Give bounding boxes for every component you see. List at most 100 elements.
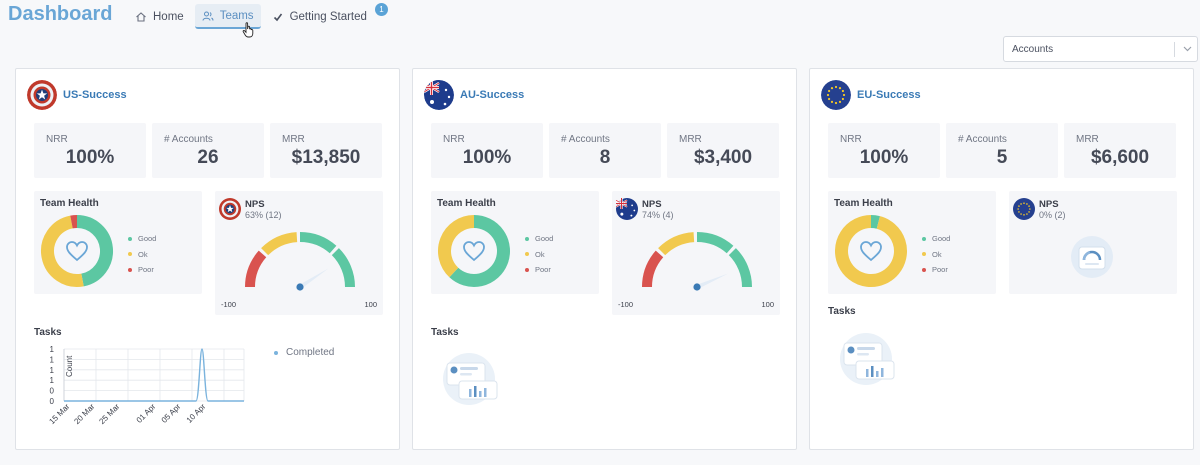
chevron-down-icon[interactable] [1182,43,1193,54]
legend-poor: Poor [128,262,156,278]
metric-label: MRR [679,134,702,145]
legend-poor: Poor [525,262,553,278]
team-health-panel: Team Health Good Ok Poor [431,191,599,294]
donut-slice-good[interactable] [870,215,880,229]
team-name[interactable]: US-Success [63,89,127,101]
metric-mrr: MRR $13,850 [270,123,382,178]
team-health-title: Team Health [437,198,496,209]
accounts-select[interactable]: Accounts [1003,36,1198,62]
metric-value: 100% [462,147,512,168]
metric-value: $3,400 [693,147,753,168]
team-health-title: Team Health [834,198,893,209]
y-tick-label: 1 [50,366,55,375]
gauge-needle [696,273,729,290]
nps-panel: NPS 63% (12) -100 100 [215,191,383,315]
metric-value: 8 [599,147,611,168]
team-card-au: AU-Success NRR 100% # Accounts 8 MRR $3,… [412,68,797,450]
legend-completed[interactable]: Completed [286,347,335,358]
gauge-band-2 [696,232,734,254]
team-health-title: Team Health [40,198,99,209]
tasks-title: Tasks [431,327,459,338]
legend-poor: Poor [922,262,950,278]
gauge-min: -100 [618,300,634,309]
nps-title: NPS [642,199,662,210]
metric-value: $6,600 [1090,147,1150,168]
team-health-donut[interactable] [834,214,908,288]
team-health-donut[interactable] [437,214,511,288]
legend-ok: Ok [128,247,156,263]
metric-accounts: # Accounts 8 [549,123,661,178]
metric-nrr: NRR 100% [34,123,146,178]
y-tick-label: 1 [50,376,55,385]
tab-home[interactable]: Home [128,4,191,29]
nps-gauge[interactable] [235,223,365,295]
team-health-donut[interactable] [40,214,114,288]
eu-flag-icon [821,80,851,110]
metric-value: 100% [859,147,909,168]
donut-slice-ok[interactable] [438,215,475,278]
gauge-band-2 [299,232,337,254]
gauge-max: 100 [761,300,774,309]
nps-score: 63% (12) [245,210,282,220]
team-name[interactable]: AU-Success [460,89,525,101]
legend-dot [274,350,278,355]
tab-teams[interactable]: Teams [194,4,261,29]
donut-slice-ok[interactable] [835,215,907,287]
tasks-title: Tasks [828,306,856,317]
gauge-min: -100 [221,300,237,309]
donut-slice-poor[interactable] [70,214,78,229]
health-legend: Good Ok Poor [922,231,950,278]
team-header: EU-Success [821,80,921,110]
empty-gauge-illustration-icon [1071,236,1113,278]
accounts-select-value: Accounts [1012,44,1054,55]
x-tick-label: 01 Apr [135,402,158,425]
health-legend: Good Ok Poor [128,231,156,278]
team-name[interactable]: EU-Success [857,89,921,101]
health-legend: Good Ok Poor [525,231,553,278]
us-shield-flag-icon [219,198,241,220]
users-icon [202,11,214,21]
y-axis-label: Count [65,355,74,377]
donut-slice-good[interactable] [449,215,510,287]
y-tick-label: 0 [50,397,55,406]
metric-label: NRR [443,134,465,145]
tab-getting-started[interactable]: Getting Started 1 [265,3,388,29]
y-tick-label: 1 [50,355,55,364]
team-header: AU-Success [424,80,524,110]
metric-label: # Accounts [561,134,610,145]
gauge-band-3 [728,248,752,288]
heart-icon [66,241,88,262]
metric-label: MRR [1076,134,1099,145]
metric-label: # Accounts [958,134,1007,145]
legend-ok: Ok [525,247,553,263]
donut-slice-good[interactable] [76,215,113,287]
tab-teams-label: Teams [219,9,254,22]
metric-accounts: # Accounts 5 [946,123,1058,178]
legend-good: Good [128,231,156,247]
gauge-band-1 [261,232,298,256]
select-divider [1174,42,1175,57]
gauge-hub [693,283,701,291]
metric-value: $13,850 [291,147,361,168]
top-bar: Dashboard Home Teams Getting Started 1 [0,0,1200,38]
series-line-completed[interactable] [64,348,244,402]
australia-flag-icon [616,198,638,220]
metric-value: 5 [996,147,1008,168]
team-card-eu: EU-Success NRR 100% # Accounts 5 MRR $6,… [809,68,1194,450]
x-tick-label: 05 Apr [160,402,183,425]
metric-nrr: NRR 100% [431,123,543,178]
y-tick-label: 0 [50,387,55,396]
metric-label: MRR [282,134,305,145]
donut-slice-ok[interactable] [41,215,84,287]
tasks-title: Tasks [34,327,62,338]
legend-ok: Ok [922,247,950,263]
chart-legend: Completed [274,347,334,358]
metric-label: # Accounts [164,134,213,145]
x-tick-label: 25 Mar [97,402,121,426]
nps-gauge[interactable] [632,223,762,295]
team-card-us: US-Success NRR 100% # Accounts 26 MRR $1… [15,68,400,450]
home-icon [136,11,146,22]
x-tick-label: 10 Apr [185,402,208,425]
gauge-band-0 [642,250,664,288]
